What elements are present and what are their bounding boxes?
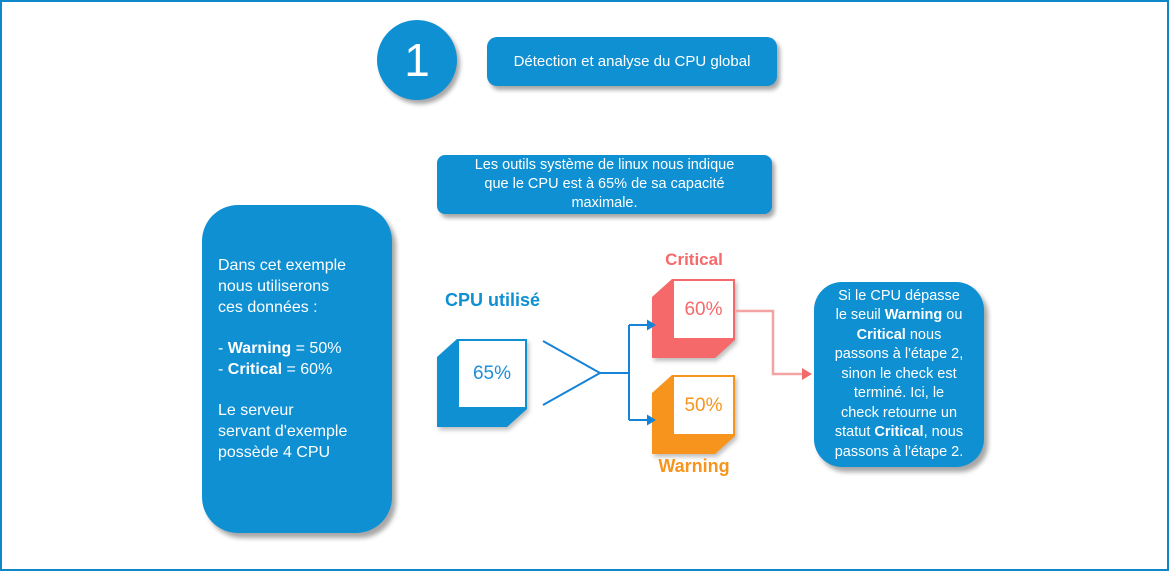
text-line: ces données : [218,299,318,316]
warning-threshold-value: 50% [672,375,735,436]
step-title-box: Détection et analyse du CPU global [487,37,777,86]
info-line: que le CPU est à 65% de sa capacité [484,176,725,192]
warning-threshold-line: - Warning = 50% [218,340,342,357]
step-number: 1 [404,34,430,86]
text-line: possède 4 CPU [218,444,331,461]
result-line: passons à l'étape 2, [834,346,964,363]
result-line: sinon le check est [841,365,957,382]
warning-threshold-shape: 50% [652,375,735,454]
step-title-text: Détection et analyse du CPU global [513,53,751,70]
result-line: check retourne un [840,404,958,421]
thresholds-list: - Warning = 50% - Critical = 60% [218,338,382,380]
info-line: Les outils système de linux nous indique [474,157,735,173]
text-line: nous utiliserons [218,278,330,295]
result-line: terminé. Ici, le [853,385,945,402]
critical-threshold-shape: 60% [652,279,735,358]
text-line: Dans cet exemple [218,257,347,274]
step-number-badge: 1 [377,20,457,100]
warning-label: Warning [658,456,730,476]
example-intro: Dans cet exemple nous utiliserons ces do… [218,255,382,318]
split-connector [542,324,647,421]
critical-label: Critical [665,250,723,269]
result-line: statut Critical, nous [834,424,964,441]
result-box: Si le CPU dépasse le seuil Warning ou Cr… [814,282,984,467]
result-line: passons à l'étape 2. [834,443,964,460]
result-line: Critical nous [856,326,942,343]
cpu-used-shape: 65% [437,339,527,427]
result-line: Si le CPU dépasse [838,287,960,304]
critical-threshold-line: - Critical = 60% [218,361,333,378]
critical-threshold-value: 60% [672,279,735,340]
result-line: le seuil Warning ou [835,307,963,324]
text-line: Le serveur [218,402,294,419]
cpu-used-value: 65% [457,339,527,409]
example-outro: Le serveur servant d'exemple possède 4 C… [218,400,382,463]
info-box: Les outils système de linux nous indique… [437,155,772,214]
info-line: maximale. [571,195,638,211]
arrow-to-result [802,368,812,380]
text-line: servant d'exemple [218,423,348,440]
cpu-used-label: CPU utilisé [444,290,541,310]
critical-to-result-connector [736,309,802,376]
example-data-box: Dans cet exemple nous utiliserons ces do… [202,205,392,533]
